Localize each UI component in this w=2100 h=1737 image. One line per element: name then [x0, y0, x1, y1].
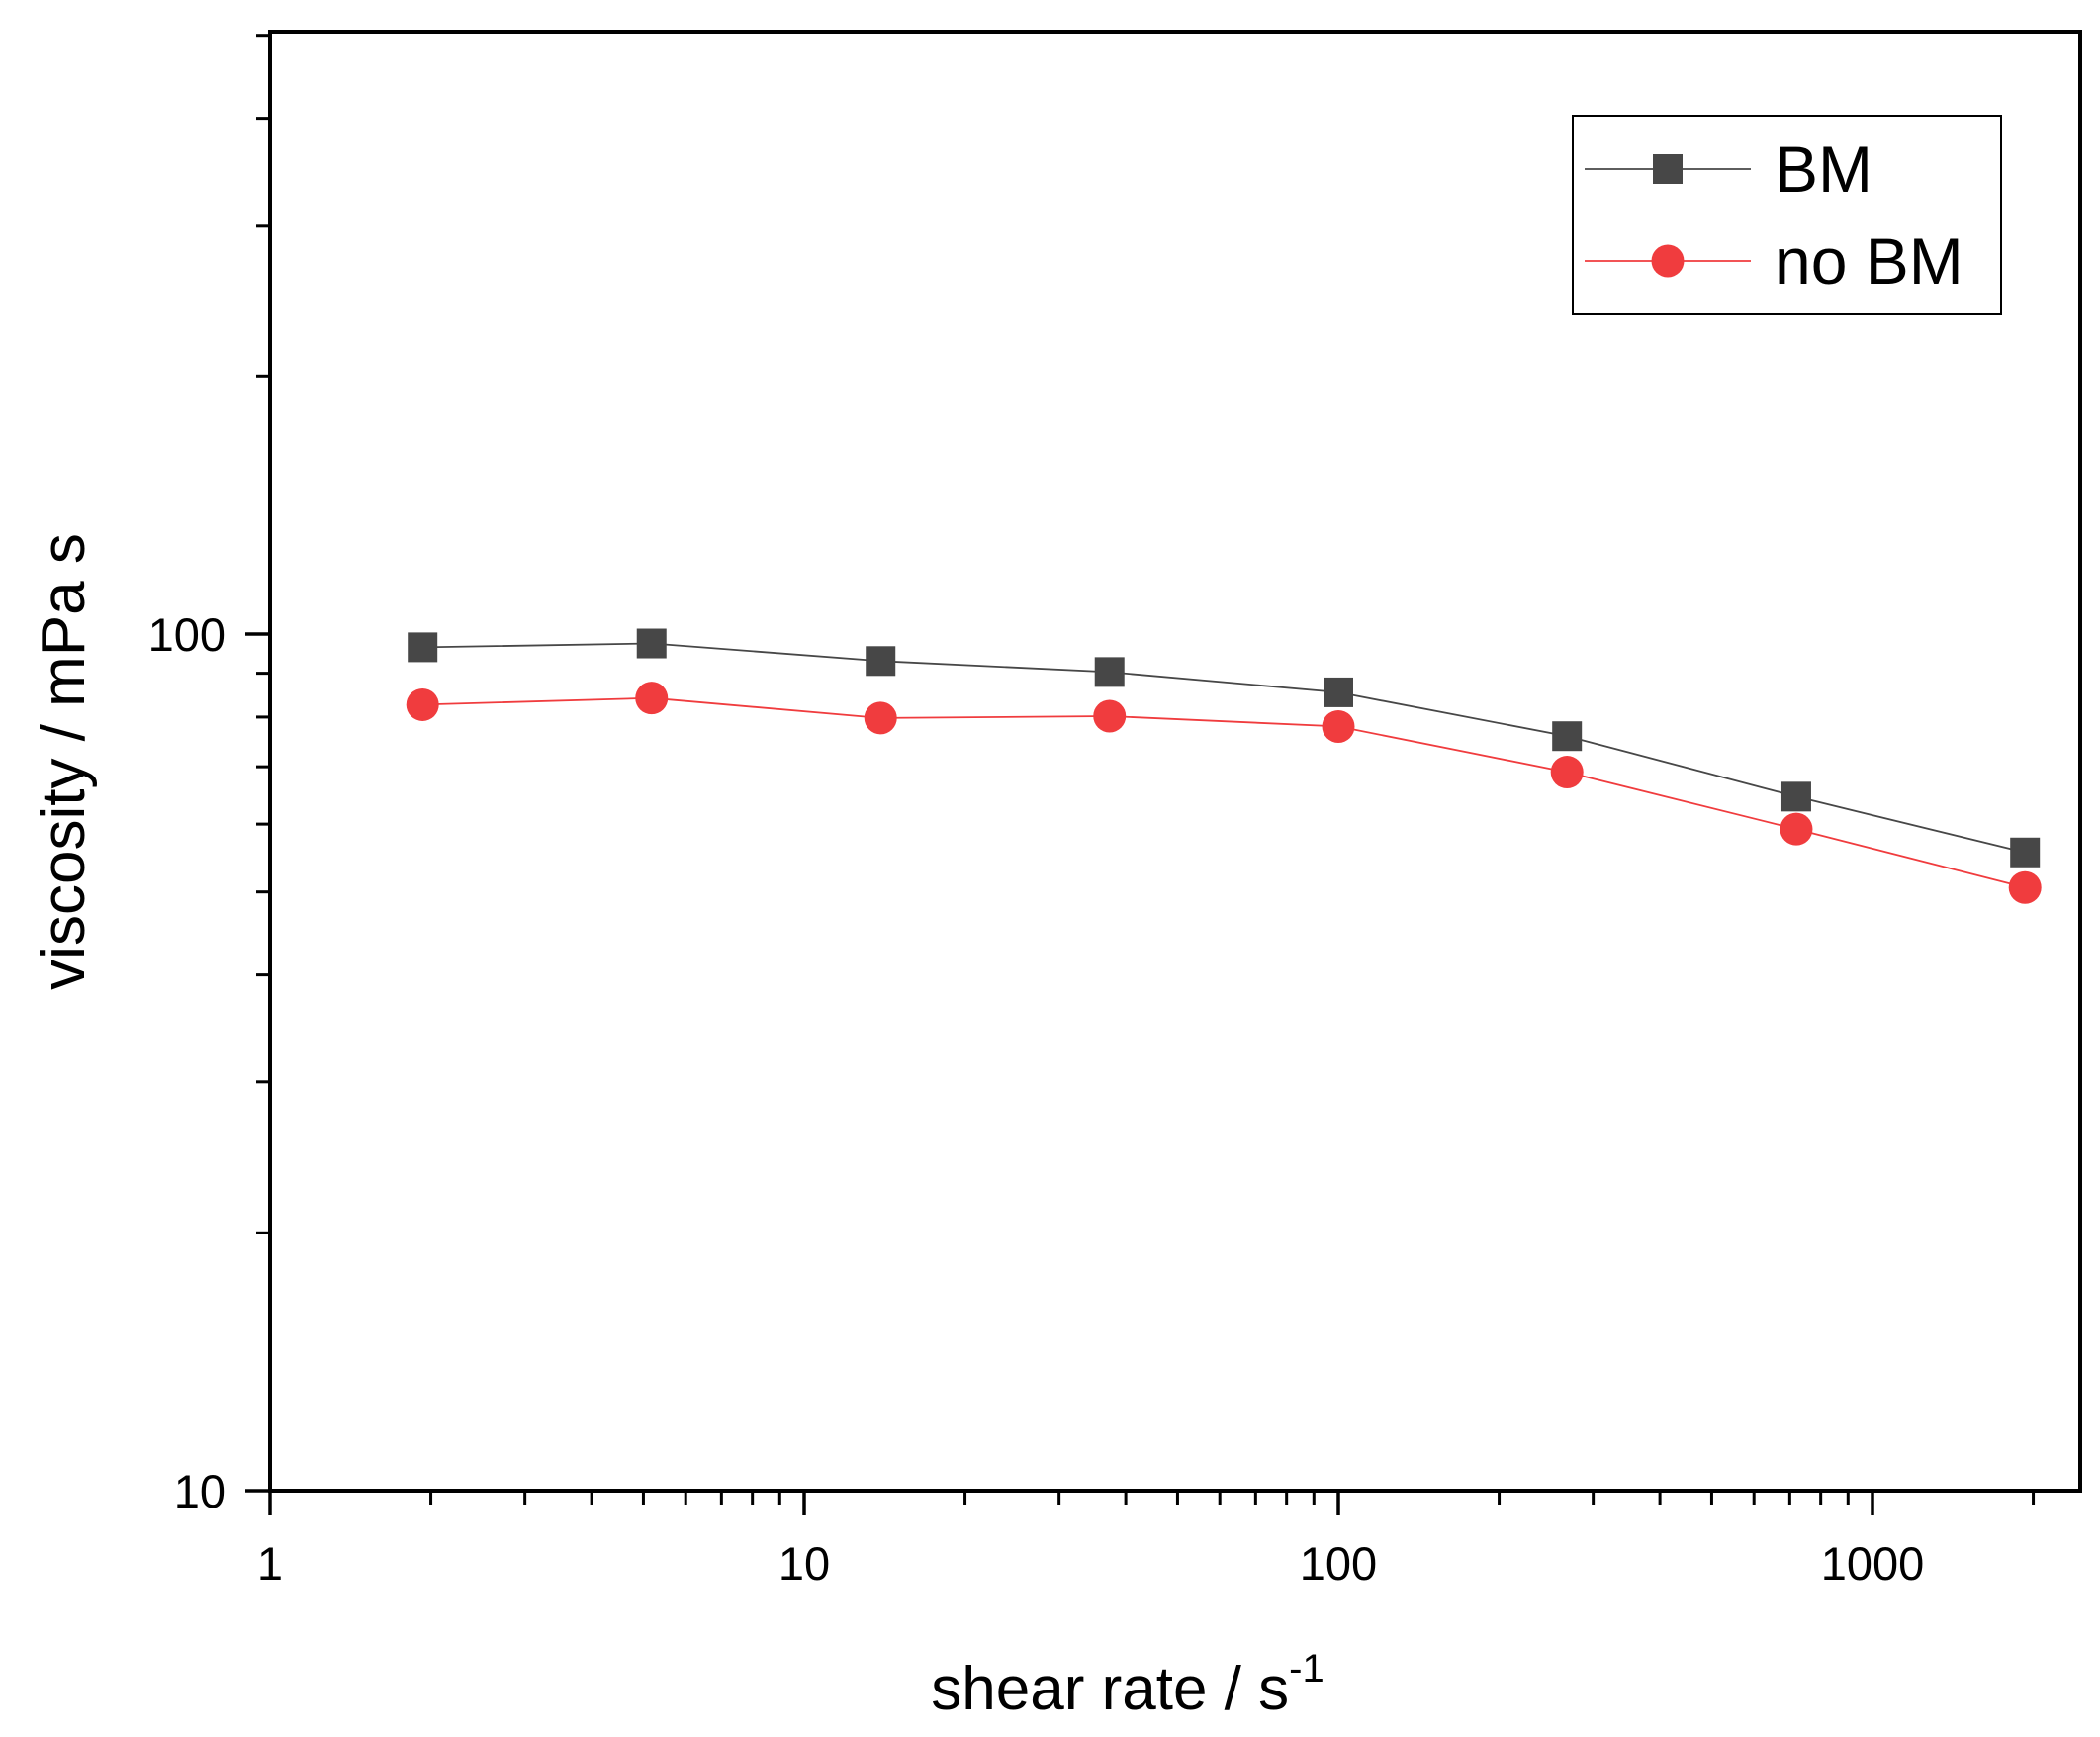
x-axis-title: shear rate / s-1: [931, 1647, 1324, 1723]
data-point-nobm: [1550, 756, 1584, 789]
data-point-nobm: [1780, 812, 1813, 846]
tick-labels: 1 10 100 1000 10 100: [148, 608, 1925, 1590]
x-tick-label: 1000: [1821, 1537, 1925, 1590]
y-axis-title: viscosity / mPa s: [30, 533, 98, 990]
legend-marker-bm: [1653, 154, 1683, 184]
minor-ticks: [256, 34, 2036, 1505]
legend-box: [1572, 115, 2002, 315]
legend-label-bm: BM: [1775, 133, 1872, 206]
data-point-bm: [1094, 657, 1125, 687]
legend-marker-nobm: [1651, 244, 1685, 278]
data-point-nobm: [1322, 709, 1355, 743]
legend-label-nobm: no BM: [1775, 225, 1963, 298]
series-line-1: [422, 696, 2026, 889]
data-point-nobm: [2008, 870, 2042, 904]
x-axis-title-main: shear rate / s: [931, 1655, 1289, 1723]
data-point-nobm: [406, 687, 439, 721]
data-point-nobm: [864, 701, 897, 735]
data-point-bm: [636, 628, 667, 659]
data-point-bm: [1324, 677, 1353, 707]
data-point-nobm: [1093, 699, 1127, 733]
series-line-0: [422, 642, 2026, 854]
y-tick-label: 10: [174, 1465, 226, 1517]
series-layer: [406, 628, 2042, 904]
plot-frame: [268, 30, 2082, 1493]
data-point-bm: [1780, 781, 1811, 812]
x-tick-label: 1: [257, 1537, 283, 1590]
data-point-bm: [1552, 721, 1583, 752]
major-ticks: [245, 632, 1874, 1515]
data-point-bm: [866, 646, 896, 677]
data-point-nobm: [635, 682, 669, 715]
x-axis-title-sup: -1: [1289, 1647, 1324, 1691]
x-tick-label: 10: [778, 1537, 830, 1590]
data-point-bm: [2010, 837, 2041, 868]
legend: BM no BM: [1572, 115, 2002, 315]
data-point-bm: [408, 632, 438, 663]
x-tick-label: 100: [1300, 1537, 1377, 1590]
y-tick-label: 100: [148, 608, 226, 661]
